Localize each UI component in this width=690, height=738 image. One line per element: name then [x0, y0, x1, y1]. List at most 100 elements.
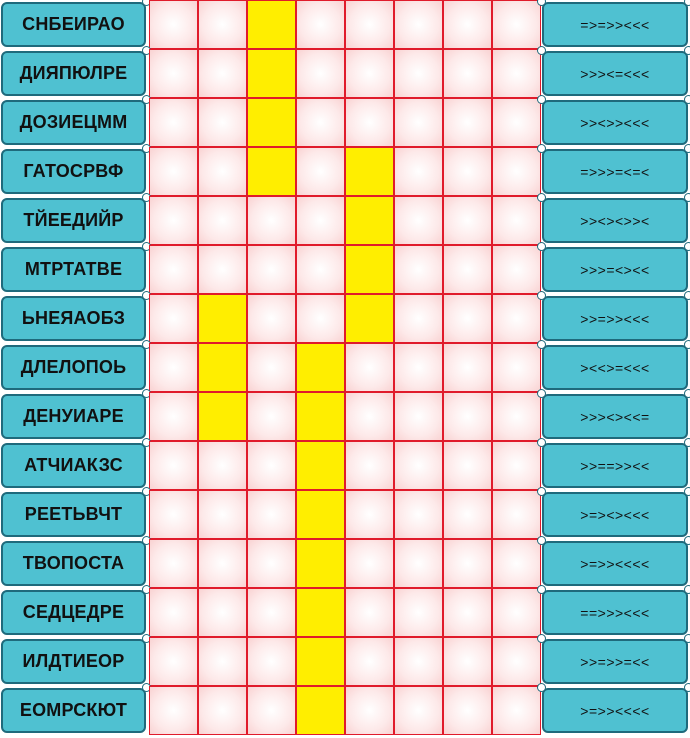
grid-cell[interactable] — [296, 245, 345, 294]
grid-cell[interactable] — [296, 49, 345, 98]
grid-cell[interactable] — [149, 539, 198, 588]
grid-cell[interactable] — [149, 0, 198, 49]
grid-cell[interactable] — [345, 0, 394, 49]
grid-cell[interactable] — [198, 147, 247, 196]
grid-cell[interactable] — [492, 245, 541, 294]
grid-cell[interactable] — [296, 196, 345, 245]
grid-cell[interactable] — [198, 0, 247, 49]
grid-cell-filled[interactable] — [345, 245, 394, 294]
grid-cell[interactable] — [198, 98, 247, 147]
grid-cell-filled[interactable] — [296, 490, 345, 539]
grid-cell[interactable] — [492, 392, 541, 441]
grid-cell[interactable] — [443, 245, 492, 294]
grid-cell[interactable] — [443, 686, 492, 735]
grid-cell[interactable] — [247, 539, 296, 588]
grid-cell[interactable] — [443, 147, 492, 196]
grid-cell[interactable] — [198, 686, 247, 735]
grid-cell[interactable] — [394, 441, 443, 490]
grid-cell[interactable] — [443, 0, 492, 49]
grid-cell[interactable] — [443, 392, 492, 441]
grid-cell-filled[interactable] — [345, 147, 394, 196]
grid-cell[interactable] — [296, 294, 345, 343]
grid-cell[interactable] — [345, 588, 394, 637]
grid-cell[interactable] — [149, 686, 198, 735]
grid-cell[interactable] — [247, 294, 296, 343]
grid-cell-filled[interactable] — [296, 588, 345, 637]
grid-cell[interactable] — [492, 49, 541, 98]
grid-cell[interactable] — [247, 588, 296, 637]
grid-cell-filled[interactable] — [296, 637, 345, 686]
grid-cell-filled[interactable] — [345, 196, 394, 245]
grid-cell[interactable] — [247, 392, 296, 441]
grid-cell[interactable] — [198, 490, 247, 539]
grid-cell-filled[interactable] — [198, 294, 247, 343]
grid-cell[interactable] — [149, 392, 198, 441]
grid-cell[interactable] — [345, 686, 394, 735]
grid-cell[interactable] — [394, 588, 443, 637]
grid-cell[interactable] — [394, 637, 443, 686]
grid-cell[interactable] — [198, 441, 247, 490]
grid-cell[interactable] — [149, 98, 198, 147]
grid-cell[interactable] — [149, 588, 198, 637]
grid-cell[interactable] — [492, 294, 541, 343]
grid-cell[interactable] — [198, 49, 247, 98]
grid-cell-filled[interactable] — [247, 0, 296, 49]
grid-cell[interactable] — [247, 441, 296, 490]
grid-cell[interactable] — [394, 147, 443, 196]
grid-cell[interactable] — [149, 245, 198, 294]
grid-cell-filled[interactable] — [198, 392, 247, 441]
grid-cell[interactable] — [394, 686, 443, 735]
grid-cell[interactable] — [394, 294, 443, 343]
grid-cell[interactable] — [443, 294, 492, 343]
grid-cell-filled[interactable] — [198, 343, 247, 392]
grid-cell[interactable] — [492, 0, 541, 49]
grid-cell[interactable] — [443, 490, 492, 539]
grid-cell[interactable] — [345, 539, 394, 588]
grid-cell[interactable] — [492, 98, 541, 147]
grid-cell[interactable] — [394, 392, 443, 441]
grid-cell[interactable] — [296, 0, 345, 49]
grid-cell-filled[interactable] — [247, 49, 296, 98]
grid-cell[interactable] — [149, 294, 198, 343]
grid-cell[interactable] — [492, 686, 541, 735]
grid-cell[interactable] — [394, 49, 443, 98]
grid-cell[interactable] — [492, 441, 541, 490]
grid-cell[interactable] — [198, 637, 247, 686]
grid-cell[interactable] — [492, 637, 541, 686]
grid-cell[interactable] — [394, 539, 443, 588]
grid-cell[interactable] — [247, 343, 296, 392]
grid-cell[interactable] — [394, 0, 443, 49]
grid-cell[interactable] — [198, 245, 247, 294]
grid-cell-filled[interactable] — [296, 686, 345, 735]
grid-cell[interactable] — [394, 343, 443, 392]
grid-cell-filled[interactable] — [345, 294, 394, 343]
grid-cell[interactable] — [394, 245, 443, 294]
grid-cell[interactable] — [149, 490, 198, 539]
grid-cell[interactable] — [492, 490, 541, 539]
grid-cell-filled[interactable] — [296, 343, 345, 392]
grid-cell-filled[interactable] — [247, 98, 296, 147]
grid-cell[interactable] — [443, 98, 492, 147]
grid-cell[interactable] — [247, 637, 296, 686]
grid-cell[interactable] — [394, 98, 443, 147]
grid-cell[interactable] — [149, 49, 198, 98]
grid-cell[interactable] — [394, 490, 443, 539]
grid-cell[interactable] — [394, 196, 443, 245]
grid-cell[interactable] — [345, 637, 394, 686]
grid-cell-filled[interactable] — [296, 392, 345, 441]
grid-cell[interactable] — [443, 539, 492, 588]
grid-cell[interactable] — [247, 686, 296, 735]
grid-cell[interactable] — [198, 588, 247, 637]
grid-cell[interactable] — [247, 196, 296, 245]
grid-cell[interactable] — [492, 196, 541, 245]
grid-cell[interactable] — [198, 196, 247, 245]
grid-cell[interactable] — [492, 539, 541, 588]
grid-cell[interactable] — [247, 245, 296, 294]
grid-cell[interactable] — [198, 539, 247, 588]
grid-cell[interactable] — [492, 147, 541, 196]
grid-cell[interactable] — [443, 49, 492, 98]
grid-cell[interactable] — [296, 147, 345, 196]
grid-cell[interactable] — [296, 98, 345, 147]
grid-cell-filled[interactable] — [296, 539, 345, 588]
grid-cell[interactable] — [149, 441, 198, 490]
